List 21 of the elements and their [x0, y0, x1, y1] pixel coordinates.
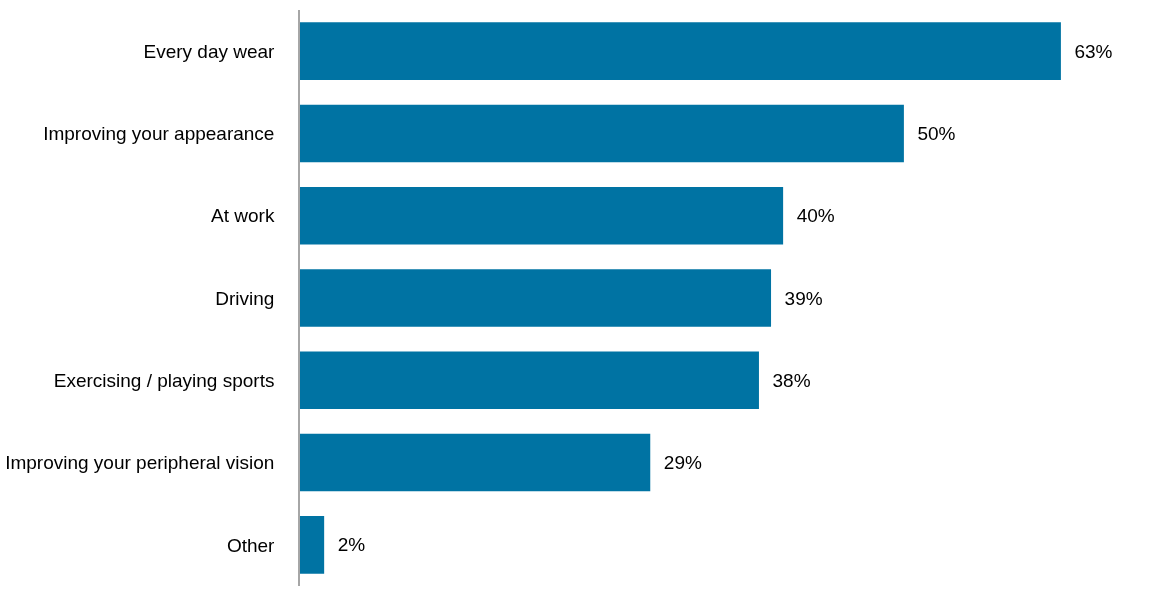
y-tick-label: Other — [226, 534, 276, 556]
bar — [300, 269, 772, 327]
bar — [300, 22, 1061, 80]
y-tick-label: Improving your peripheral vision — [5, 452, 275, 474]
y-tick-label: At work — [211, 205, 275, 227]
data-label: 39% — [774, 287, 823, 309]
y-tick-label: Exercising / playing sports — [53, 369, 275, 391]
data-label: 38% — [761, 369, 811, 391]
data-label: 2% — [327, 534, 366, 556]
data-label: 29% — [653, 452, 702, 474]
data-label: 63% — [1063, 40, 1113, 62]
bar — [300, 104, 904, 163]
bar — [300, 516, 325, 574]
bar — [300, 351, 759, 410]
data-label: 50% — [906, 122, 956, 144]
y-tick-label: Every day wear — [143, 40, 276, 62]
data-label: 40% — [786, 205, 835, 227]
y-tick-label: Improving your appearance — [43, 123, 275, 145]
bar — [300, 186, 784, 245]
bar — [300, 433, 651, 492]
y-tick-label: Driving — [215, 287, 275, 309]
